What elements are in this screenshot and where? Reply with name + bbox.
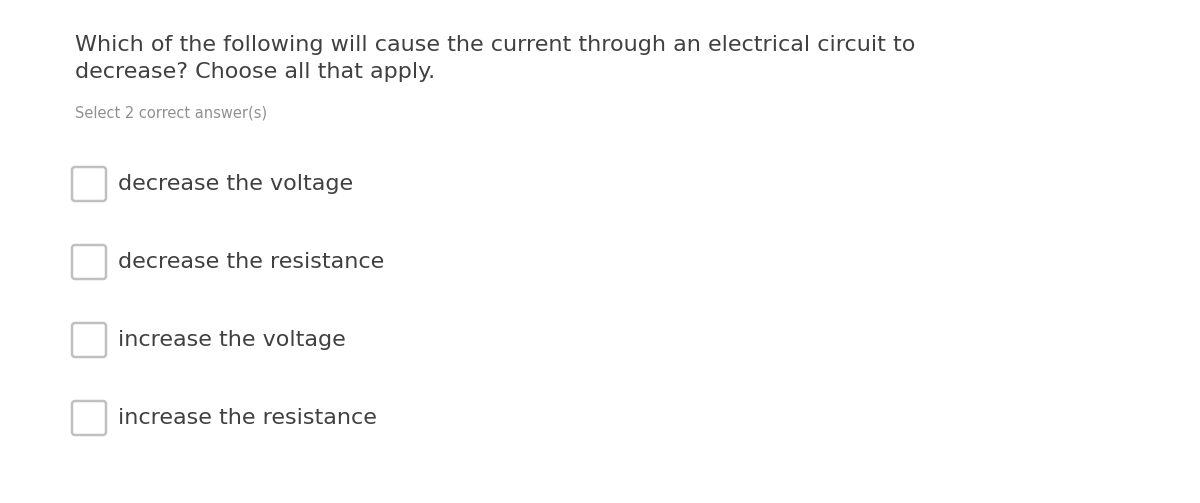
Text: decrease the voltage: decrease the voltage <box>118 174 353 194</box>
Text: increase the voltage: increase the voltage <box>118 330 346 350</box>
FancyBboxPatch shape <box>72 323 106 357</box>
Text: increase the resistance: increase the resistance <box>118 408 377 428</box>
Text: decrease? Choose all that apply.: decrease? Choose all that apply. <box>74 62 436 82</box>
Text: decrease the resistance: decrease the resistance <box>118 252 384 272</box>
Text: Select 2 correct answer(s): Select 2 correct answer(s) <box>74 105 268 120</box>
FancyBboxPatch shape <box>72 167 106 201</box>
FancyBboxPatch shape <box>72 401 106 435</box>
Text: Which of the following will cause the current through an electrical circuit to: Which of the following will cause the cu… <box>74 35 916 55</box>
FancyBboxPatch shape <box>72 245 106 279</box>
